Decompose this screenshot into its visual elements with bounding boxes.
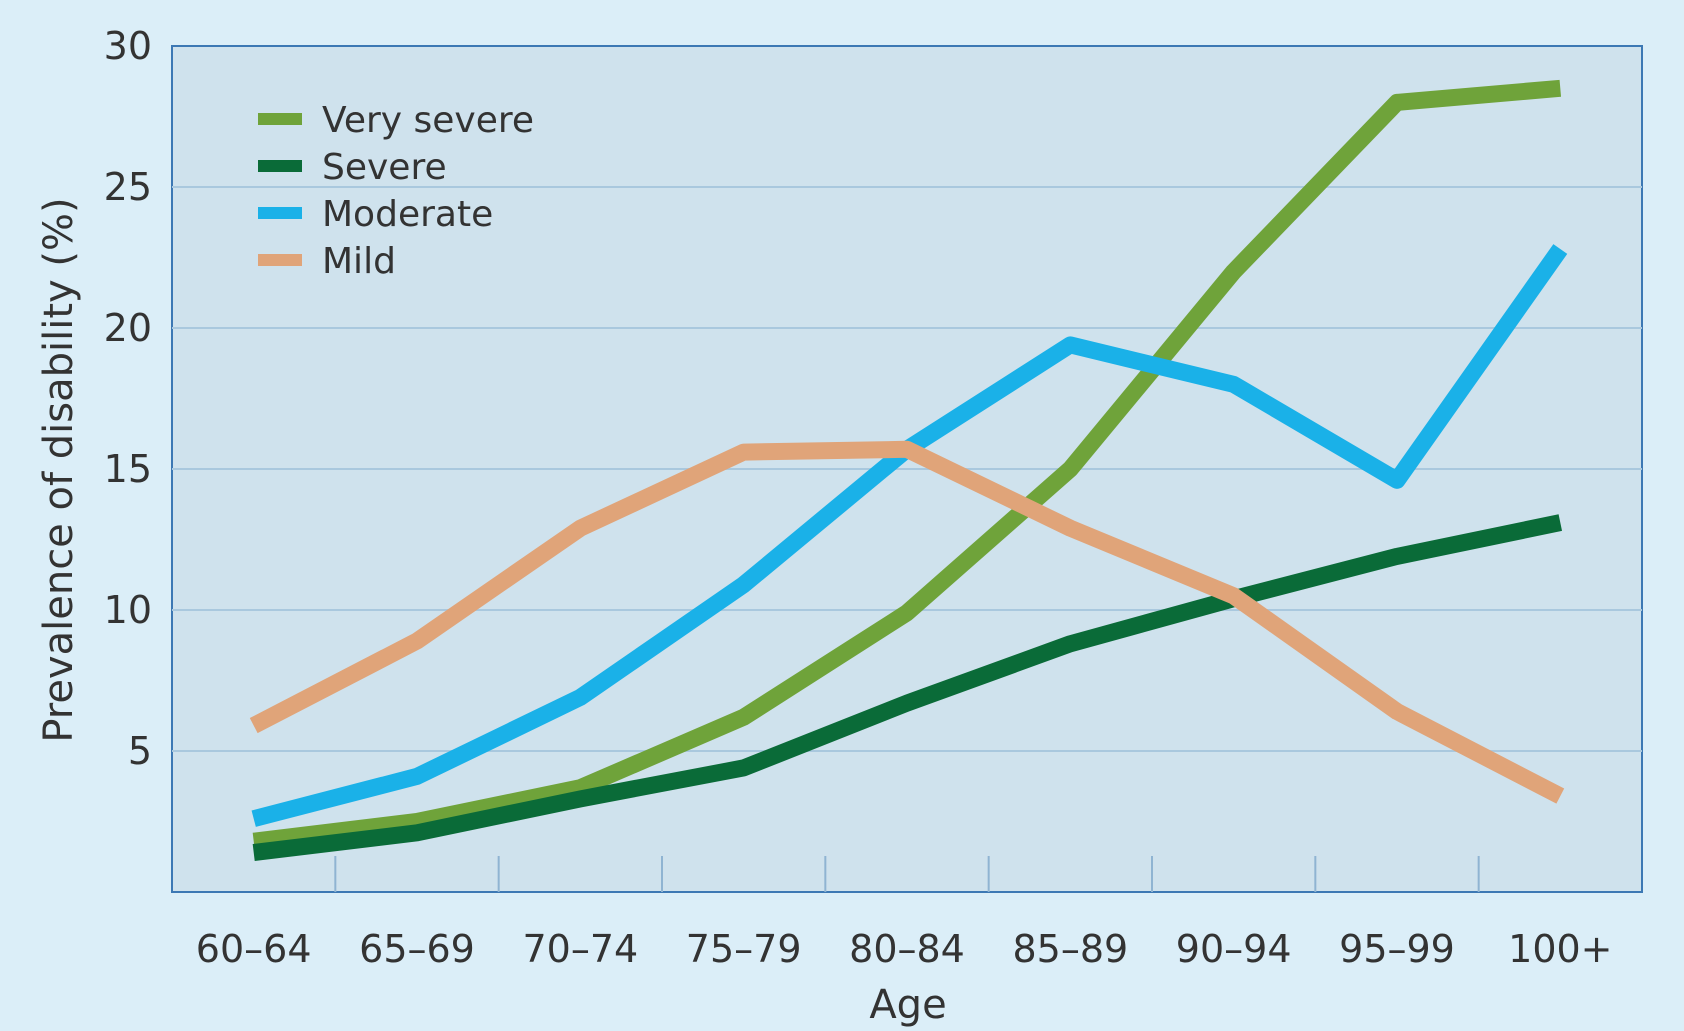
y-axis-title: Prevalence of disability (%): [36, 197, 82, 742]
y-tick-label: 15: [104, 447, 152, 491]
x-axis-tick-labels: 60–64 65–69 70–74 75–79 80–84 85–89 90–94 95–99…: [196, 927, 1613, 971]
legend-label: Very severe: [322, 100, 534, 141]
x-tick-label: 95–99: [1339, 927, 1455, 971]
legend: Very severe Severe Moderate Mild: [258, 100, 534, 282]
x-axis-ticks: [334, 856, 1480, 892]
y-tick-label: 25: [104, 165, 152, 209]
y-tick-label: 30: [104, 24, 152, 68]
x-tick-label: 70–74: [522, 927, 638, 971]
x-tick-label: 85–89: [1012, 927, 1128, 971]
series-lines: [249, 79, 1568, 861]
legend-label: Moderate: [322, 194, 493, 235]
series-line-severe: [252, 514, 1563, 861]
series-line-very-severe: [252, 79, 1562, 850]
x-tick-label: 60–64: [196, 927, 312, 971]
series-line-mild: [249, 440, 1565, 804]
y-axis-tick-labels: 5 10 15 20 25 30: [104, 24, 152, 773]
x-tick-label: 65–69: [359, 927, 475, 971]
legend-label: Mild: [322, 241, 396, 282]
x-tick-label: 75–79: [686, 927, 802, 971]
y-tick-label: 10: [104, 588, 152, 632]
x-axis-title: Age: [869, 982, 946, 1028]
x-tick-label: 100+: [1508, 927, 1612, 971]
legend-label: Severe: [322, 147, 447, 188]
x-tick-label: 90–94: [1176, 927, 1292, 971]
y-tick-label: 5: [128, 729, 152, 773]
x-tick-label: 80–84: [849, 927, 965, 971]
y-tick-label: 20: [104, 306, 152, 350]
